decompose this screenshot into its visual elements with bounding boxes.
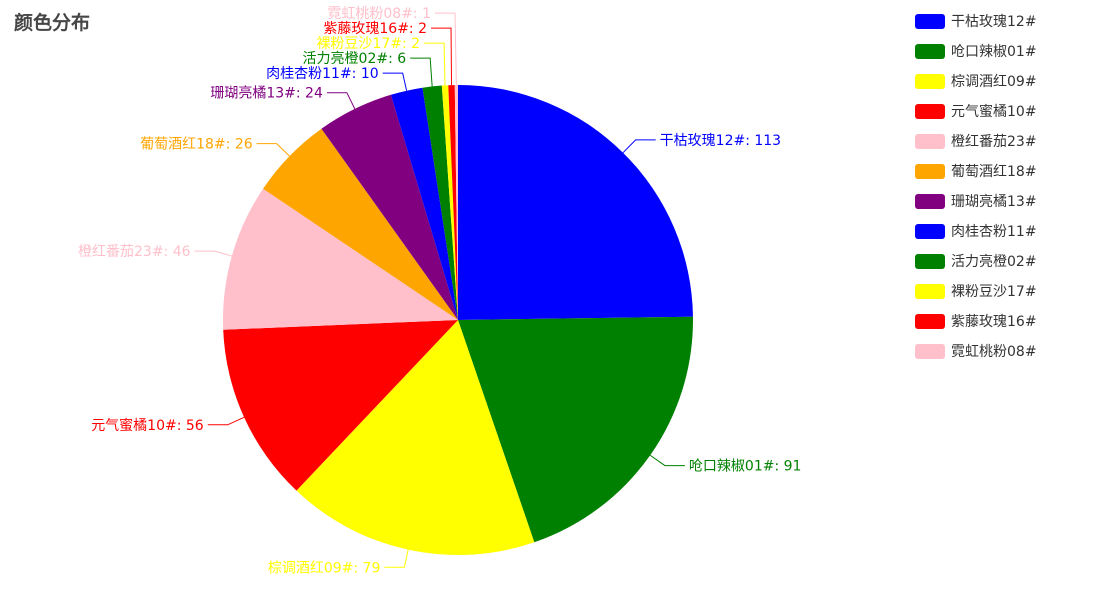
data-label: 紫藤玫瑰16#: 2 [323,21,427,37]
legend-swatch [915,344,945,359]
data-label: 橙红番茄23#: 46 [78,243,191,260]
data-label: 霓虹桃粉08#: 1 [327,6,431,22]
label-line [431,27,453,86]
legend-label: 霓虹桃粉08# [951,344,1037,360]
data-label: 葡萄酒红18#: 26 [140,137,253,153]
label-line [326,92,356,110]
legend-item[interactable]: 紫藤玫瑰16# [915,314,1037,330]
legend-swatch [915,134,945,149]
pie-slice[interactable] [223,320,458,491]
legend-label: 活力亮橙02# [951,253,1037,270]
data-label: 裸粉豆沙17#: 2 [316,36,420,52]
pie-slice[interactable] [422,85,458,320]
legend-swatch [915,314,945,329]
legend-label: 珊瑚亮橘13# [951,193,1037,210]
data-label: 呛口辣椒01#: 91 [689,459,802,475]
label-line [649,454,685,467]
pie-slice[interactable] [458,316,694,543]
legend-swatch [915,104,945,119]
legend-label: 肉桂杏粉11# [951,224,1037,240]
pie-slice[interactable] [390,87,458,320]
legend-swatch [915,254,945,269]
legend-label: 元气蜜橘10# [951,104,1037,120]
legend-label: 棕调酒红09# [951,74,1037,90]
legend-label: 紫藤玫瑰16# [951,314,1037,330]
legend-item[interactable]: 活力亮橙02# [915,253,1037,270]
pie-slice[interactable] [321,94,458,321]
legend-label: 葡萄酒红18# [951,164,1037,180]
legend-item[interactable]: 葡萄酒红18# [915,164,1037,180]
pie-slice[interactable] [296,320,535,555]
legend-item[interactable]: 肉桂杏粉11# [915,224,1037,240]
legend-label: 橙红番茄23# [951,133,1037,150]
label-line [384,549,409,568]
legend-label: 干枯玫瑰12# [951,14,1037,30]
legend-item[interactable]: 霓虹桃粉08# [915,344,1037,360]
legend-item[interactable]: 元气蜜橘10# [915,104,1037,120]
data-label: 干枯玫瑰12#: 113 [660,133,781,149]
legend-item[interactable]: 橙红番茄23# [915,133,1037,150]
legend-swatch [915,284,945,299]
data-label: 肉桂杏粉11#: 10 [266,66,379,82]
pie-slice[interactable] [441,85,458,320]
data-label: 珊瑚亮橘13#: 24 [210,85,323,102]
legend-item[interactable]: 棕调酒红09# [915,74,1037,90]
label-line [410,57,433,87]
legend-swatch [915,14,945,29]
pie-slice[interactable] [263,128,458,320]
label-line [256,143,290,157]
label-line [435,12,457,86]
label-line [382,72,408,91]
data-label: 元气蜜橘10#: 56 [91,418,204,434]
legend-swatch [915,224,945,239]
legend-swatch [915,194,945,209]
data-label: 活力亮橙02#: 6 [303,50,407,67]
label-line [424,42,446,86]
legend-item[interactable]: 珊瑚亮橘13# [915,193,1037,210]
pie-slice[interactable] [454,85,458,320]
legend-item[interactable]: 裸粉豆沙17# [915,284,1037,300]
legend-item[interactable]: 干枯玫瑰12# [915,14,1037,30]
label-line [622,139,656,154]
data-label: 棕调酒红09#: 79 [268,560,381,576]
legend-item[interactable]: 呛口辣椒01# [915,44,1037,60]
pie-slice[interactable] [458,85,693,320]
legend-label: 呛口辣椒01# [951,44,1037,60]
label-line [207,416,245,426]
legend-label: 裸粉豆沙17# [951,284,1037,300]
legend-swatch [915,44,945,59]
pie-slice[interactable] [448,85,458,320]
chart-title: 颜色分布 [14,12,91,34]
legend-swatch [915,164,945,179]
legend-swatch [915,74,945,89]
pie-slice[interactable] [223,188,458,330]
label-line [194,250,233,257]
